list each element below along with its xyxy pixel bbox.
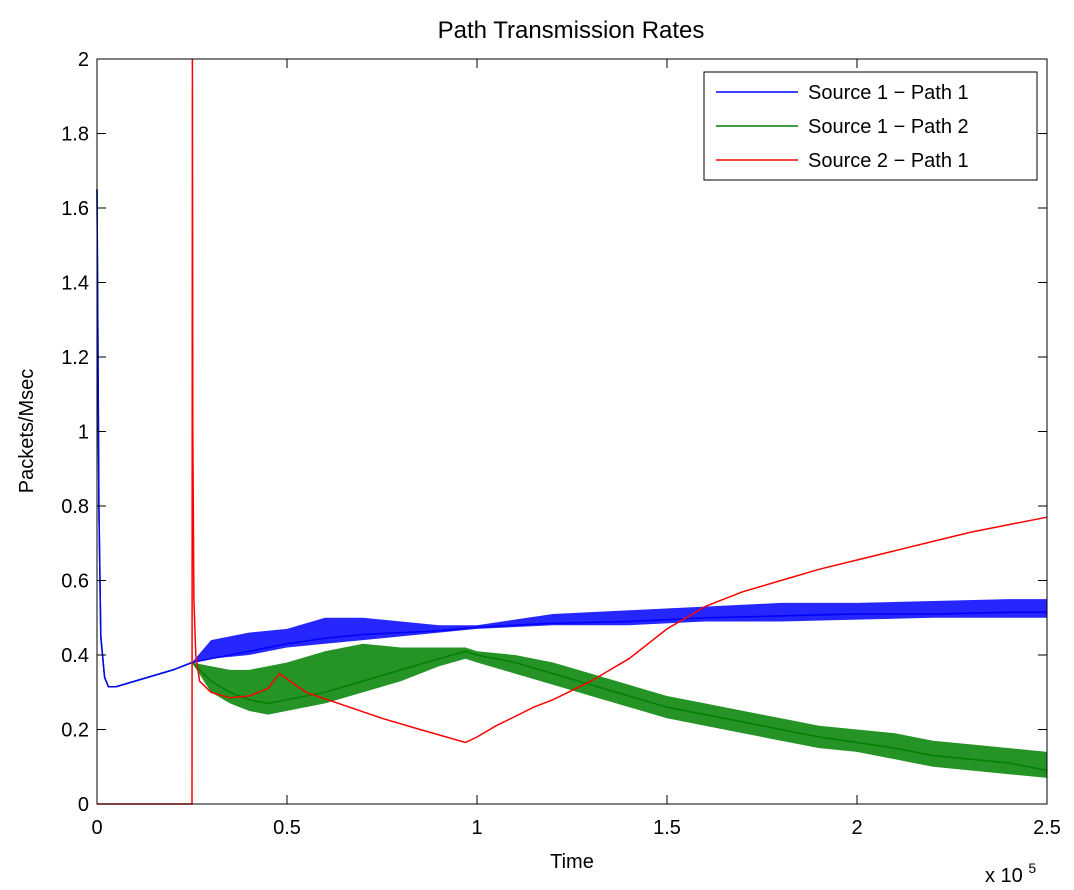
x-axis-label: Time (550, 851, 594, 873)
series-layer (96, 58, 1048, 805)
x-exponent-label: x 10 5 (985, 860, 1036, 887)
x-tick-label: 0 (91, 817, 102, 839)
x-tick-label: 1.5 (653, 817, 681, 839)
series-line-3 (97, 58, 1048, 805)
y-tick-label: 0.8 (61, 496, 89, 518)
ticks-layer: 0 0.5 1 1.5 2 2.5 0 0.2 0.4 0.6 0.8 1 1.2 1.4 1.6 1.8 2 (61, 49, 1061, 839)
x-tick-label: 0.5 (273, 817, 301, 839)
series-line-1 (96, 189, 1047, 688)
y-tick-label: 0.4 (61, 645, 89, 667)
x-exponent-power: 5 (1028, 860, 1036, 876)
legend-label-2: Source 1 − Path 2 (808, 116, 969, 138)
x-tick-label: 1 (471, 817, 482, 839)
legend: Source 1 − Path 1 Source 1 − Path 2 Sour… (703, 71, 1038, 181)
y-tick-label: 1.8 (61, 124, 89, 146)
legend-label-3: Source 2 − Path 1 (808, 150, 969, 172)
y-tick-label: 1 (78, 422, 89, 444)
y-tick-label: 1.2 (61, 347, 89, 369)
y-tick-label: 1.6 (61, 198, 89, 220)
chart-title: Path Transmission Rates (438, 17, 705, 44)
y-tick-label: 1.4 (61, 273, 89, 295)
legend-label-1: Source 1 − Path 1 (808, 82, 969, 104)
y-tick-label: 2 (78, 49, 89, 71)
y-axis-label: Packets/Msec (16, 369, 38, 493)
y-tick-label: 0.2 (61, 720, 89, 742)
y-tick-label: 0 (78, 794, 89, 816)
y-tick-label: 0.6 (61, 571, 89, 593)
x-exponent-base: x 10 (985, 865, 1023, 887)
x-tick-label: 2 (851, 817, 862, 839)
x-tick-label: 2.5 (1033, 817, 1061, 839)
